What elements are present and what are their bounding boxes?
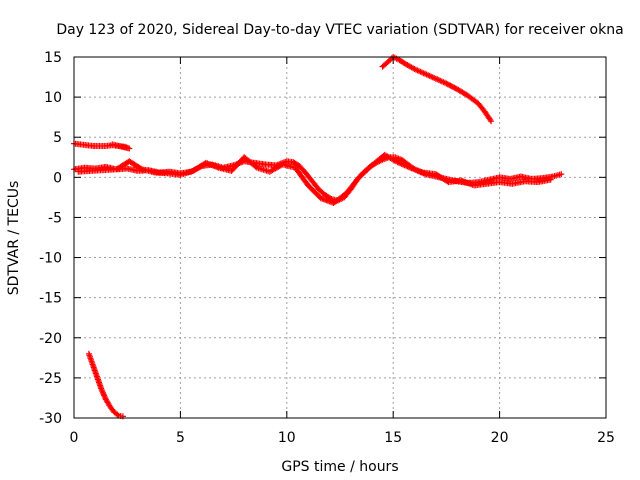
data-point-markers [379, 54, 495, 125]
x-tick-label: 10 [278, 430, 296, 446]
data-series [71, 54, 565, 420]
y-tick-label: -20 [39, 331, 62, 347]
plot-frame [73, 56, 607, 419]
x-tick-label: 20 [491, 430, 509, 446]
axis-ticks: 0 5 10 15 20 25 15 10 5 0 -5 -10 -15 -20 -25 -30 [39, 50, 615, 446]
x-tick-label: 5 [176, 430, 185, 446]
y-tick-label: -30 [39, 411, 62, 427]
x-tick-label: 25 [597, 430, 615, 446]
data-point-markers [85, 350, 126, 420]
series-main-trace-band [75, 151, 554, 206]
y-tick-label: -5 [48, 210, 62, 226]
series-offset-arc-early [71, 140, 133, 152]
y-axis-label: SDTVAR / TECUs [6, 181, 22, 296]
y-tick-label: -10 [39, 251, 62, 267]
y-tick-label: 5 [53, 130, 62, 146]
chart-title: Day 123 of 2020, Sidereal Day-to-day VTE… [56, 22, 623, 38]
x-tick-label: 0 [70, 430, 79, 446]
data-point-markers [71, 140, 133, 152]
y-tick-label: 0 [53, 170, 62, 186]
y-tick-label: 15 [44, 50, 62, 66]
series-high-arc [379, 54, 495, 125]
data-point-markers [75, 151, 554, 206]
y-tick-label: -25 [39, 371, 62, 387]
series-low-arc [85, 350, 126, 420]
grid-lines [74, 57, 606, 418]
y-tick-label: -15 [39, 291, 62, 307]
x-axis-label: GPS time / hours [281, 459, 398, 475]
y-tick-label: 10 [44, 90, 62, 106]
x-tick-label: 15 [384, 430, 402, 446]
